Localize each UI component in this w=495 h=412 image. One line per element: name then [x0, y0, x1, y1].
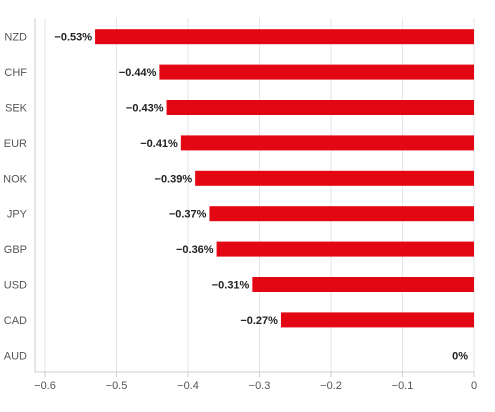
x-tick-label: 0 — [471, 380, 477, 392]
data-label: −0.31% — [212, 280, 250, 292]
category-label: NZD — [4, 32, 27, 44]
axes — [34, 18, 474, 373]
x-tick-label: −0.1 — [392, 380, 414, 392]
bar — [209, 206, 474, 222]
bar — [166, 100, 475, 115]
bar — [95, 29, 475, 45]
data-label: −0.43% — [126, 103, 164, 115]
data-label: 0% — [452, 350, 468, 362]
category-label: CHF — [4, 67, 27, 79]
bar — [216, 241, 474, 257]
data-labels: −0.53% −0.44% −0.43% −0.41% −0.39% −0.37% −0.3… — [54, 32, 468, 363]
bar — [180, 135, 474, 151]
category-labels: NZD CHF SEK EUR NOK JPY GBP USD CAD AUD — [3, 32, 28, 363]
category-label: USD — [4, 280, 27, 292]
x-tick-labels: −0.6 −0.5 −0.4 −0.3 −0.2 −0.1 0 — [34, 372, 477, 392]
category-label: AUD — [4, 350, 27, 362]
category-label: SEK — [5, 103, 28, 115]
data-label: −0.37% — [169, 209, 207, 221]
category-label: CAD — [4, 315, 27, 327]
data-label: −0.36% — [176, 244, 214, 256]
x-tick-label: −0.4 — [177, 380, 199, 392]
data-label: −0.39% — [155, 173, 193, 185]
data-label: −0.53% — [54, 32, 92, 44]
bar — [195, 170, 474, 186]
data-label: −0.41% — [140, 138, 178, 150]
bars — [95, 29, 475, 328]
bar — [252, 277, 474, 292]
bar — [159, 64, 474, 80]
category-label: JPY — [7, 209, 28, 221]
category-label: EUR — [4, 138, 27, 150]
category-label: GBP — [4, 244, 27, 256]
data-label: −0.44% — [119, 67, 157, 79]
x-tick-label: −0.2 — [320, 380, 342, 392]
bar — [280, 312, 474, 328]
x-tick-label: −0.5 — [106, 380, 128, 392]
data-label: −0.27% — [240, 315, 278, 327]
x-tick-label: −0.3 — [249, 380, 271, 392]
category-label: NOK — [3, 173, 28, 185]
x-tick-label: −0.6 — [34, 380, 56, 392]
